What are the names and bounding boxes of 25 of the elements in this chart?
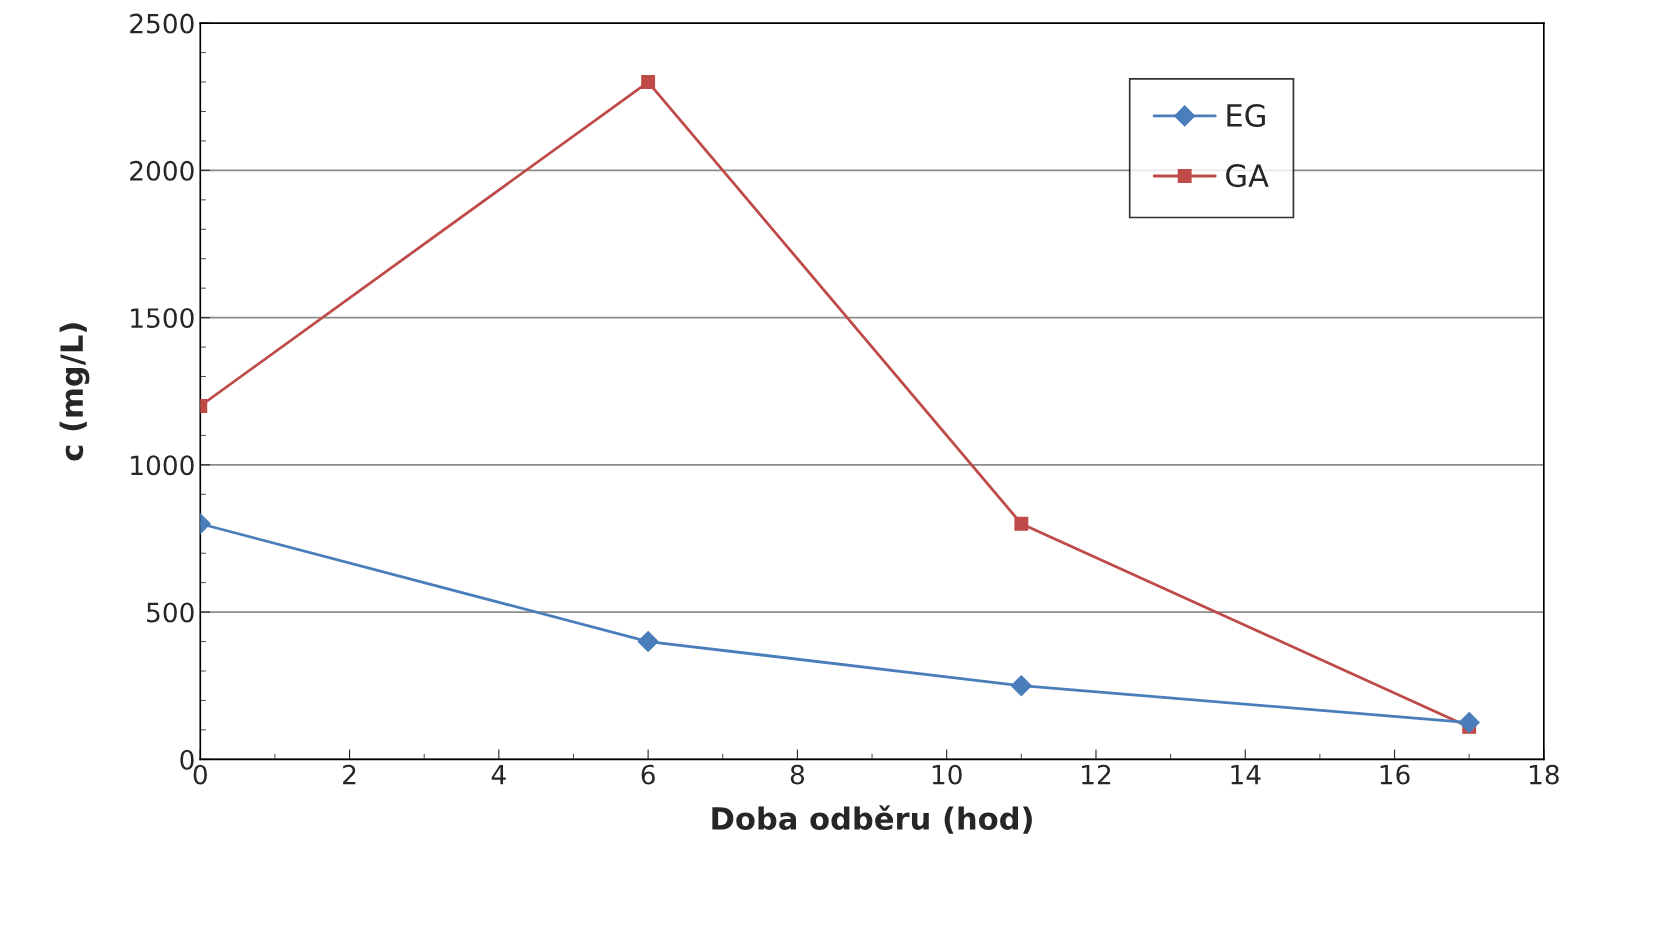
y-tick-label: 500 (147, 602, 194, 623)
x-tick-label: 4 (491, 764, 506, 785)
point (641, 75, 656, 89)
x-tick-label: 18 (1529, 764, 1559, 785)
y-tick-label: 0 (180, 749, 194, 770)
point (1014, 516, 1029, 531)
x-tick-label: 12 (1082, 764, 1111, 785)
x-tick-label: 2 (343, 764, 356, 785)
x-tick-label: 6 (641, 764, 655, 785)
y-axis-title: c (mg/L) (59, 323, 90, 461)
y-tick-label: 2500 (130, 13, 194, 34)
x-tick-label: 10 (932, 764, 962, 785)
point (1458, 711, 1480, 734)
point (637, 631, 659, 653)
point (1010, 675, 1032, 697)
x-tick-label: 14 (1231, 764, 1261, 785)
x-tick-label: 8 (790, 764, 804, 785)
y-tick-label: 1000 (131, 455, 194, 476)
x-tick-label: 0 (193, 764, 207, 785)
x-tick-label: 16 (1380, 764, 1410, 785)
x-axis-title: Doba odběru (hod) (712, 805, 1032, 834)
y-tick-label: 1500 (131, 308, 194, 329)
legend-label: EG (1227, 103, 1265, 128)
y-tick-label: 2000 (130, 160, 194, 181)
legend-label: GA (1226, 164, 1269, 188)
